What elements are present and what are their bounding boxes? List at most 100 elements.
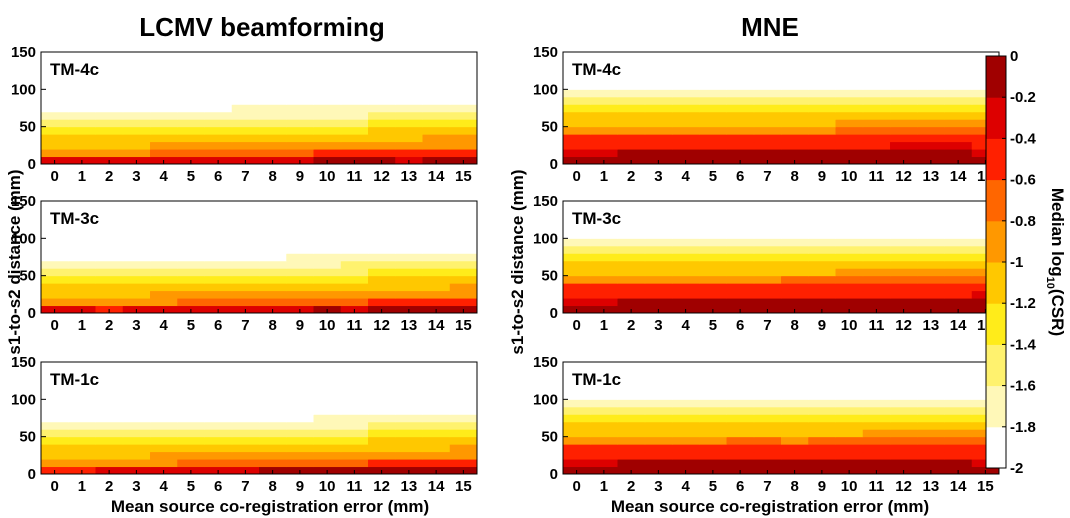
colorbar-swatch: [986, 303, 1006, 345]
heatmap-cell: [862, 399, 891, 408]
colorbar-tick-label: -1.6: [1010, 378, 1036, 395]
heatmap-cell: [422, 149, 451, 158]
heatmap-cell: [726, 414, 755, 423]
x-tick-label: 13: [923, 317, 940, 334]
heatmap-cell: [862, 134, 891, 143]
heatmap-cell: [862, 89, 891, 98]
heatmap-cell: [313, 298, 342, 307]
heatmap-cell: [150, 436, 178, 445]
heatmap-cell: [917, 391, 945, 400]
heatmap-cell: [672, 406, 700, 415]
heatmap-cell: [644, 111, 673, 120]
heatmap-cell: [590, 81, 618, 90]
x-tick-label: 11: [346, 168, 362, 185]
heatmap-cell: [259, 238, 287, 247]
heatmap-cell: [422, 253, 451, 262]
heatmap-cell: [95, 429, 124, 438]
x-tick-label: 9: [296, 168, 304, 185]
heatmap-cell: [231, 253, 260, 262]
heatmap-cell: [95, 253, 124, 262]
heatmap-cell: [259, 399, 287, 408]
heatmap-cell: [808, 260, 836, 269]
panel-frame: [40, 200, 478, 314]
heatmap-cell: [422, 245, 451, 254]
heatmap-cell: [313, 253, 342, 262]
heatmap-cell: [617, 275, 646, 284]
heatmap-cell: [150, 89, 178, 98]
heatmap-cell: [231, 126, 260, 135]
x-tick-label: 2: [627, 168, 635, 185]
heatmap-cell: [259, 245, 287, 254]
heatmap-cell: [617, 253, 646, 262]
heatmap-cell: [204, 238, 233, 247]
heatmap-cell: [122, 429, 151, 438]
heatmap-cell: [862, 268, 891, 277]
heatmap-cell: [395, 104, 423, 113]
y-tick-label: 150: [533, 354, 558, 371]
heatmap-cell: [672, 451, 700, 460]
x-tick-label: 13: [923, 168, 940, 185]
heatmap-cell: [177, 96, 205, 105]
heatmap-cell: [259, 260, 287, 269]
heatmap-cell: [835, 451, 864, 460]
x-tick-label: 11: [346, 317, 362, 334]
heatmap-cell: [368, 290, 396, 299]
heatmap-cell: [150, 406, 178, 415]
heatmap-cell: [699, 459, 727, 468]
heatmap-cell: [286, 89, 314, 98]
heatmap-cell: [340, 298, 369, 307]
heatmap-cell: [122, 149, 151, 158]
heatmap-cell: [890, 104, 918, 113]
heatmap-cell: [340, 283, 369, 292]
heatmap-cell: [41, 275, 69, 284]
heatmap-cell: [231, 290, 260, 299]
x-tick-label: 15: [455, 478, 472, 495]
heatmap-cell: [644, 406, 673, 415]
x-tick-label: 13: [401, 168, 418, 185]
heatmap-cell: [313, 451, 342, 460]
heatmap-cell: [204, 141, 233, 150]
x-tick-label: 14: [950, 168, 967, 185]
heatmap-cell: [177, 238, 205, 247]
heatmap-cell: [890, 421, 918, 430]
heatmap-cell: [944, 81, 973, 90]
heatmap-cell: [753, 126, 782, 135]
heatmap-cell: [590, 111, 618, 120]
heatmap-cell: [68, 275, 96, 284]
heatmap-cell: [590, 275, 618, 284]
y-tick-label: 100: [11, 81, 36, 98]
heatmap-cell: [95, 451, 124, 460]
heatmap-cell: [204, 298, 233, 307]
heatmap-cell: [177, 275, 205, 284]
heatmap-cell: [68, 245, 96, 254]
heatmap-cell: [150, 451, 178, 460]
y-tick-label: 0: [28, 466, 36, 483]
heatmap-cell: [835, 436, 864, 445]
x-tick-label: 10: [841, 168, 858, 185]
heatmap-cell: [672, 89, 700, 98]
heatmap-cell: [41, 298, 69, 307]
heatmap-cell: [699, 298, 727, 307]
heatmap-cell: [68, 436, 96, 445]
heatmap-cell: [177, 245, 205, 254]
heatmap-cell: [781, 238, 809, 247]
heatmap-cell: [422, 444, 451, 453]
heatmap-cell: [259, 268, 287, 277]
heatmap-cell: [231, 406, 260, 415]
heatmap-cell: [617, 268, 646, 277]
heatmap-cell: [808, 459, 836, 468]
heatmap-cell: [808, 104, 836, 113]
heatmap-cell: [340, 451, 369, 460]
heatmap-cell: [313, 119, 342, 128]
heatmap-cell: [231, 429, 260, 438]
heatmap-cell: [808, 126, 836, 135]
heatmap-cell: [944, 149, 973, 158]
heatmap-cell: [753, 429, 782, 438]
heatmap-cell: [672, 436, 700, 445]
heatmap-cell: [286, 275, 314, 284]
y-tick-label: 0: [550, 466, 558, 483]
heatmap-cell: [449, 421, 478, 430]
y-tick-label: 50: [19, 268, 36, 285]
heatmap-cell: [835, 245, 864, 254]
heatmap-cell: [617, 283, 646, 292]
